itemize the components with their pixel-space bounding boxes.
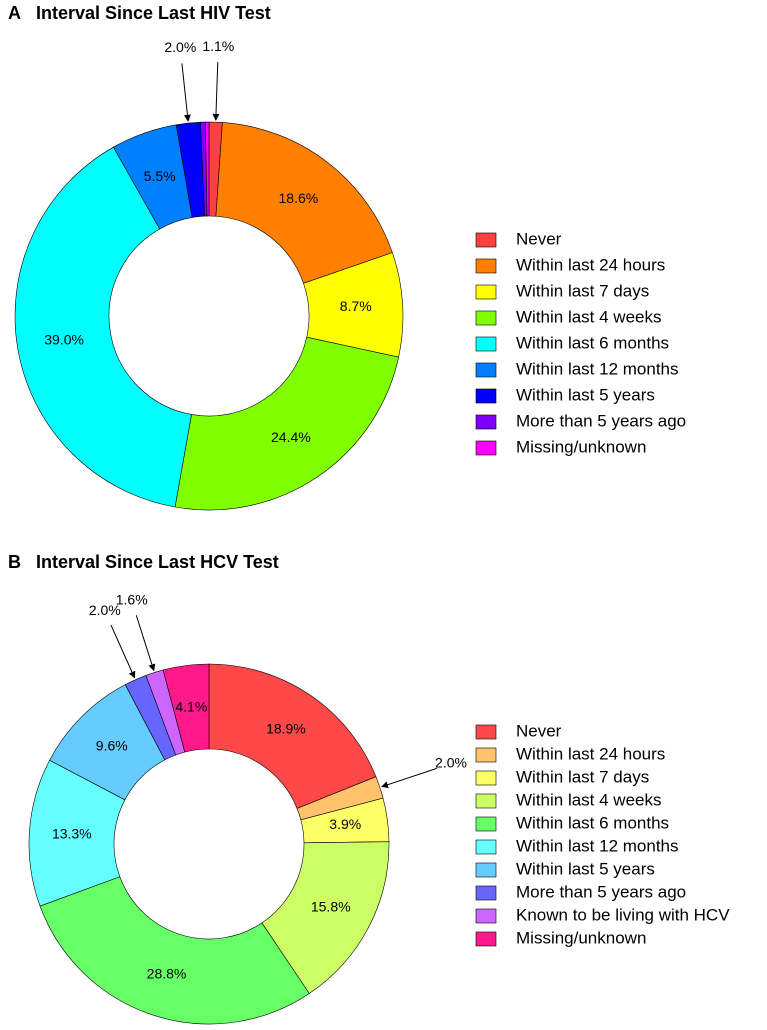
- data-label: 24.4%: [271, 429, 311, 445]
- legend-swatch: [475, 388, 497, 404]
- legend-swatch: [475, 440, 497, 456]
- data-label: 2.0%: [89, 602, 121, 618]
- data-label: 3.9%: [329, 816, 361, 832]
- legend-swatch: [475, 885, 497, 901]
- label-arrow: [381, 767, 437, 789]
- legend-label: More than 5 years ago: [516, 411, 686, 430]
- legend-swatch: [475, 770, 497, 786]
- legend-label: Within last 24 hours: [516, 255, 665, 274]
- legend-swatch: [475, 414, 497, 430]
- slice: [39, 876, 310, 1025]
- data-label: 2.0%: [435, 754, 467, 770]
- data-label: 18.6%: [279, 190, 319, 206]
- panel-label: A: [8, 3, 21, 23]
- slice: [162, 663, 210, 753]
- slice: [174, 336, 399, 511]
- slice: [205, 121, 210, 217]
- data-label: 1.6%: [116, 592, 148, 608]
- data-label: 4.1%: [175, 698, 207, 714]
- data-label: 15.8%: [311, 899, 351, 915]
- legend-label: Missing/unknown: [516, 928, 646, 947]
- chart-title: Interval Since Last HIV Test: [36, 3, 271, 23]
- legend-label: More than 5 years ago: [516, 882, 686, 901]
- legend-swatch: [475, 816, 497, 832]
- legend-label: Within last 12 months: [516, 359, 679, 378]
- panel-label: B: [8, 552, 21, 572]
- label-arrow: [212, 62, 220, 121]
- legend-swatch: [475, 336, 497, 352]
- data-label: 28.8%: [147, 965, 187, 981]
- legend-swatch: [475, 362, 497, 378]
- legend-swatch: [475, 310, 497, 326]
- data-label: 9.6%: [96, 737, 128, 753]
- legend-swatch: [475, 232, 497, 248]
- legend-label: Known to be living with HCV: [516, 905, 730, 924]
- data-label: 18.9%: [266, 721, 306, 737]
- legend-swatch: [475, 931, 497, 947]
- legend-label: Within last 6 months: [516, 813, 669, 832]
- data-label: 5.5%: [144, 168, 176, 184]
- chart-title: Interval Since Last HCV Test: [36, 552, 279, 572]
- legend-swatch: [475, 908, 497, 924]
- legend-swatch: [475, 258, 497, 274]
- data-label: 2.0%: [164, 39, 196, 55]
- label-arrow: [135, 615, 156, 672]
- legend-label: Within last 12 months: [516, 836, 679, 855]
- label-arrow: [181, 63, 191, 122]
- legend-swatch: [475, 862, 497, 878]
- legend-swatch: [475, 747, 497, 763]
- legend-label: Within last 24 hours: [516, 744, 665, 763]
- legend-label: Missing/unknown: [516, 437, 646, 456]
- data-label: 1.1%: [202, 38, 234, 54]
- legend-label: Never: [516, 229, 562, 248]
- legend-label: Within last 4 weeks: [516, 790, 662, 809]
- legend-label: Within last 4 weeks: [516, 307, 662, 326]
- label-arrow: [110, 624, 136, 679]
- legend-label: Within last 5 years: [516, 859, 655, 878]
- slice: [208, 663, 377, 809]
- slice: [215, 122, 393, 284]
- slice: [14, 146, 192, 508]
- data-label: 8.7%: [340, 298, 372, 314]
- legend-swatch: [475, 724, 497, 740]
- legend-label: Within last 7 days: [516, 767, 649, 786]
- legend-label: Never: [516, 721, 562, 740]
- legend-label: Within last 5 years: [516, 385, 655, 404]
- legend-label: Within last 6 months: [516, 333, 669, 352]
- legend-swatch: [475, 284, 497, 300]
- data-label: 13.3%: [52, 826, 92, 842]
- legend-swatch: [475, 793, 497, 809]
- data-label: 39.0%: [44, 332, 84, 348]
- legend-swatch: [475, 839, 497, 855]
- legend-label: Within last 7 days: [516, 281, 649, 300]
